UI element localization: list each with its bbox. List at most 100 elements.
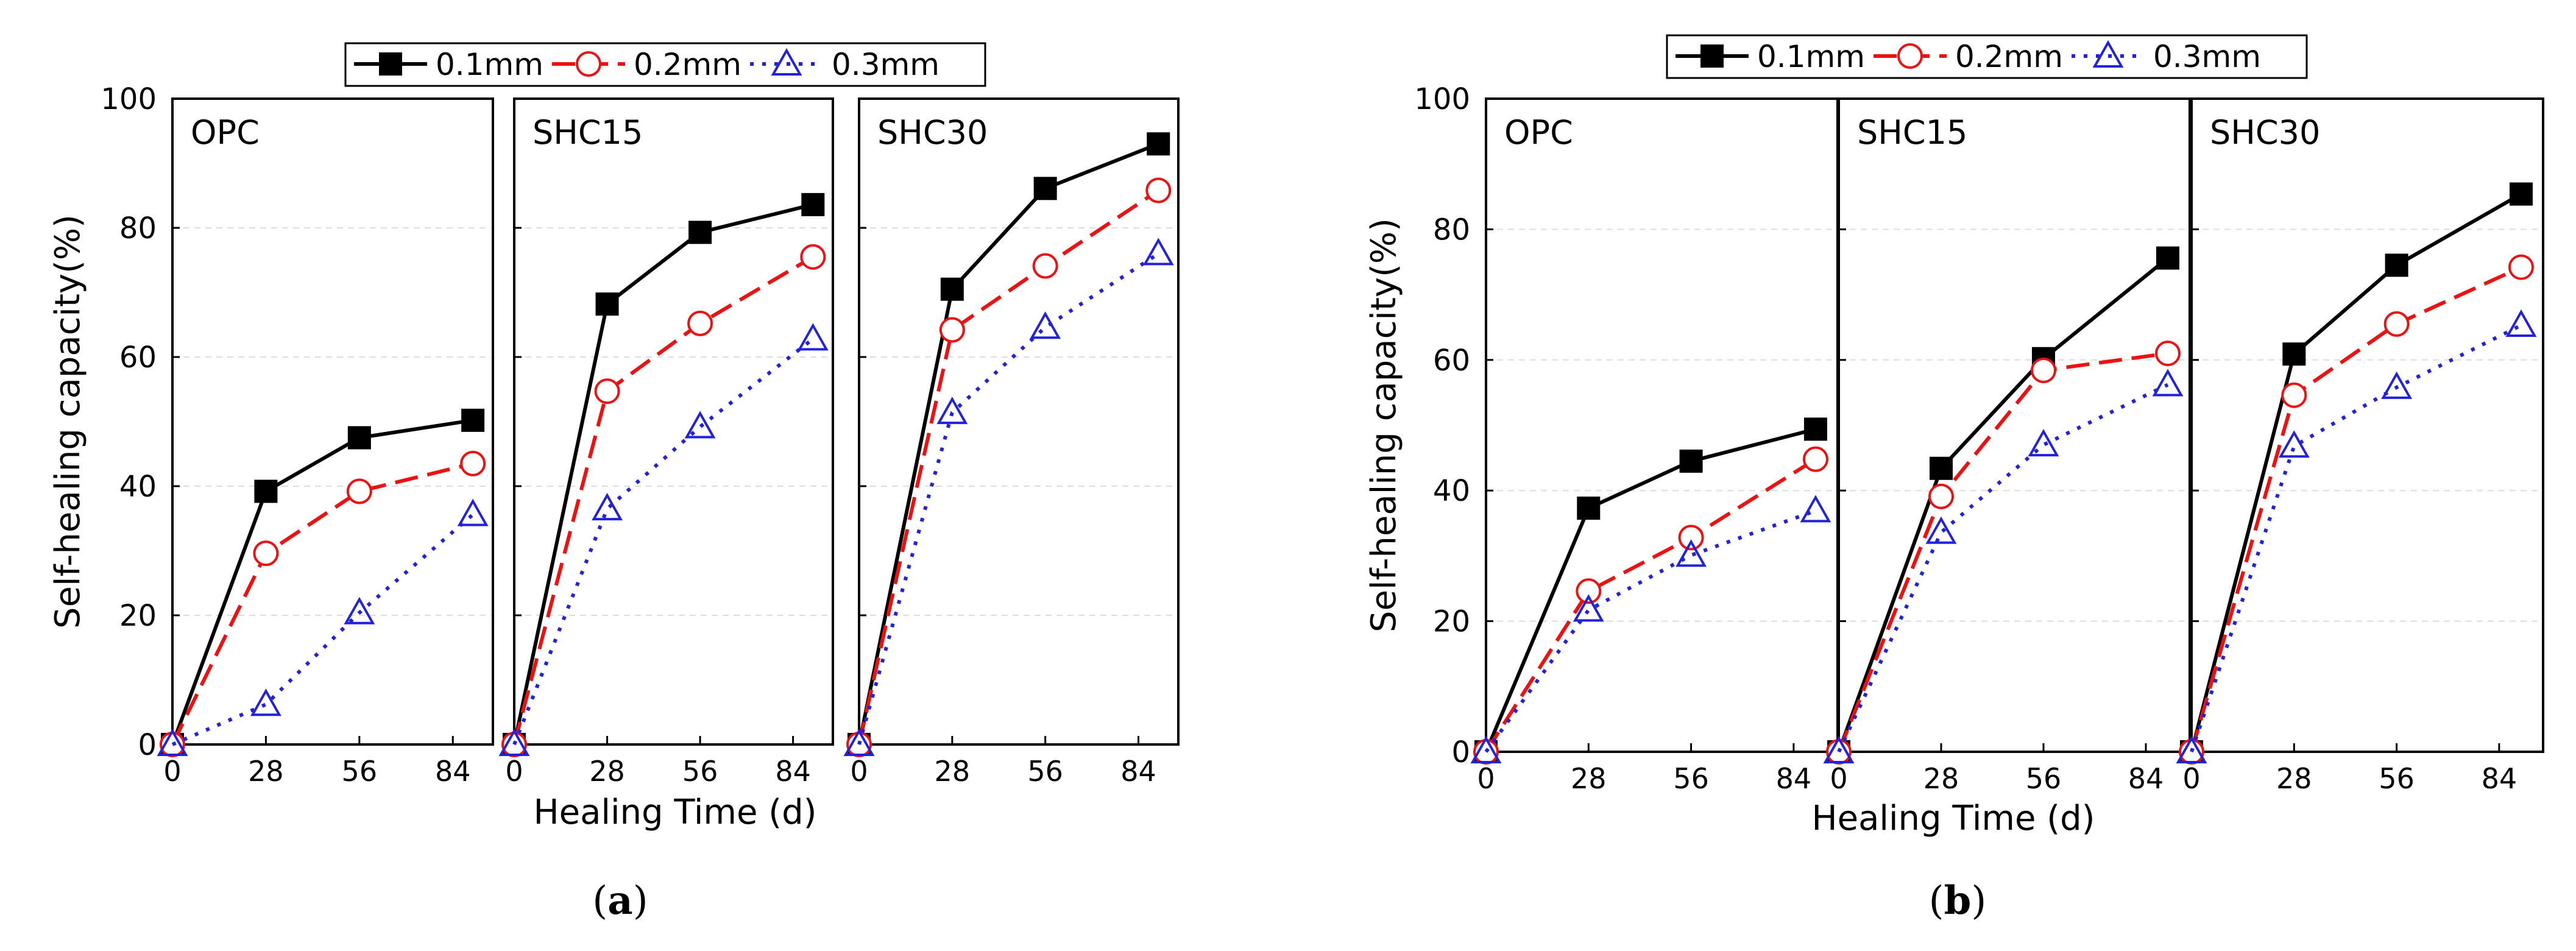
figure-caption: (b) (1929, 878, 1987, 924)
x-tick-label: 56 (1027, 755, 1063, 788)
caption-letter: b (1944, 878, 1972, 924)
y-tick-label: 40 (119, 470, 157, 504)
series-line (2190, 192, 2522, 752)
x-tick-label: 0 (1830, 762, 1847, 795)
x-axis-label: Healing Time (d) (534, 793, 817, 832)
series-0.1mm (1474, 417, 1827, 763)
series-0.3mm (498, 323, 829, 756)
data-point (2031, 357, 2056, 383)
chart-b: 0.1mm 0.2mm 0.3mm Self-healing capacity(%) 0… (1364, 34, 2544, 924)
data-point (2278, 430, 2310, 458)
legend-item: 0.3mm (2072, 39, 2261, 74)
data-point (460, 450, 486, 476)
y-tick-label: 80 (119, 211, 157, 246)
series-line (1484, 509, 1816, 753)
panel-shc15: 0 28 56 84 SHC15 (498, 97, 834, 788)
data-point (2505, 309, 2537, 337)
series-0.1mm (847, 132, 1170, 756)
y-axis-label: Self-healing capacity(%) (48, 214, 88, 629)
x-tick-label: 56 (2026, 762, 2062, 795)
x-tick-label: 0 (505, 755, 523, 788)
series-line (857, 252, 1159, 745)
data-point (843, 728, 875, 756)
data-point (1800, 495, 1831, 523)
x-tick-label: 0 (850, 755, 868, 788)
y-tick-label: 60 (1433, 344, 1470, 378)
x-tick-label: 84 (1120, 755, 1156, 788)
legend-marker (1897, 43, 1923, 69)
data-point (2381, 371, 2413, 399)
panel-opc: 0 28 56 84 OPC (157, 97, 494, 788)
x-tick-label: 28 (248, 755, 284, 788)
data-point (940, 277, 964, 301)
legend-marker (1700, 44, 1724, 68)
y-tick-label: 100 (1414, 82, 1470, 116)
data-point (461, 408, 485, 432)
series-0.2mm (501, 244, 826, 757)
data-point (2152, 369, 2184, 397)
series-line (512, 202, 814, 745)
series-line (857, 142, 1159, 745)
series-line (2190, 265, 2522, 752)
x-tick-label: 28 (2276, 762, 2312, 795)
data-point (1145, 177, 1172, 203)
data-point (939, 317, 965, 343)
data-point (157, 728, 188, 756)
data-point (684, 411, 716, 439)
legend-label: 0.3mm (2153, 39, 2261, 74)
series-line (171, 513, 475, 746)
data-point (1573, 594, 1604, 622)
series-line (1484, 458, 1817, 753)
panel-title: SHC15 (533, 113, 643, 152)
legend-label: 0.2mm (1955, 39, 2063, 74)
y-tick-label: 20 (1433, 605, 1470, 639)
x-tick-label: 84 (1776, 762, 1812, 795)
legend-label: 0.2mm (634, 47, 741, 82)
legend-marker (2092, 40, 2124, 68)
data-point (2385, 253, 2408, 277)
x-tick-label: 28 (589, 755, 625, 788)
data-point (688, 221, 712, 244)
y-tick-label: 20 (119, 599, 157, 633)
data-point (2028, 429, 2059, 457)
series-line (171, 418, 473, 746)
panel-frame (2190, 97, 2544, 753)
y-tick-label: 0 (1451, 735, 1470, 769)
data-point (1803, 417, 1827, 441)
panel-title: SHC30 (2210, 113, 2320, 152)
series-0.1mm (161, 408, 485, 756)
panel-shc30: 0 28 56 84 SHC30 (2176, 97, 2544, 795)
x-tick-label: 56 (1673, 762, 1709, 795)
series-0.3mm (1823, 369, 2184, 763)
data-point (595, 292, 619, 316)
data-point (2509, 182, 2533, 206)
legend-marker (576, 51, 601, 77)
data-point (2176, 735, 2207, 763)
series-line (2190, 323, 2522, 752)
panel-shc30: 0 28 56 84 SHC30 (843, 97, 1180, 788)
data-point (2155, 341, 2181, 367)
legend-item: 0.2mm (1874, 39, 2063, 74)
series-0.2mm (1473, 446, 1828, 765)
data-point (1470, 735, 1502, 763)
panel-frame (858, 97, 1180, 746)
series-line (1837, 383, 2169, 753)
data-point (1823, 735, 1855, 763)
panel-frame (171, 97, 494, 746)
data-point (1679, 449, 1703, 473)
series-line (1484, 427, 1816, 753)
data-point (594, 378, 620, 405)
x-tick-label: 84 (2482, 762, 2518, 795)
data-point (2282, 342, 2306, 366)
data-point (1675, 539, 1707, 567)
legend-item: 0.1mm (1675, 39, 1865, 74)
y-tick-label: 60 (119, 341, 157, 375)
data-point (2383, 311, 2410, 337)
data-point (797, 323, 829, 351)
legend-label: 0.1mm (1757, 39, 1865, 74)
series-0.2mm (2179, 254, 2534, 765)
data-point (592, 493, 623, 521)
caption-close-paren: ) (1971, 879, 1986, 924)
legend: 0.1mm 0.2mm 0.3mm (1666, 34, 2308, 79)
